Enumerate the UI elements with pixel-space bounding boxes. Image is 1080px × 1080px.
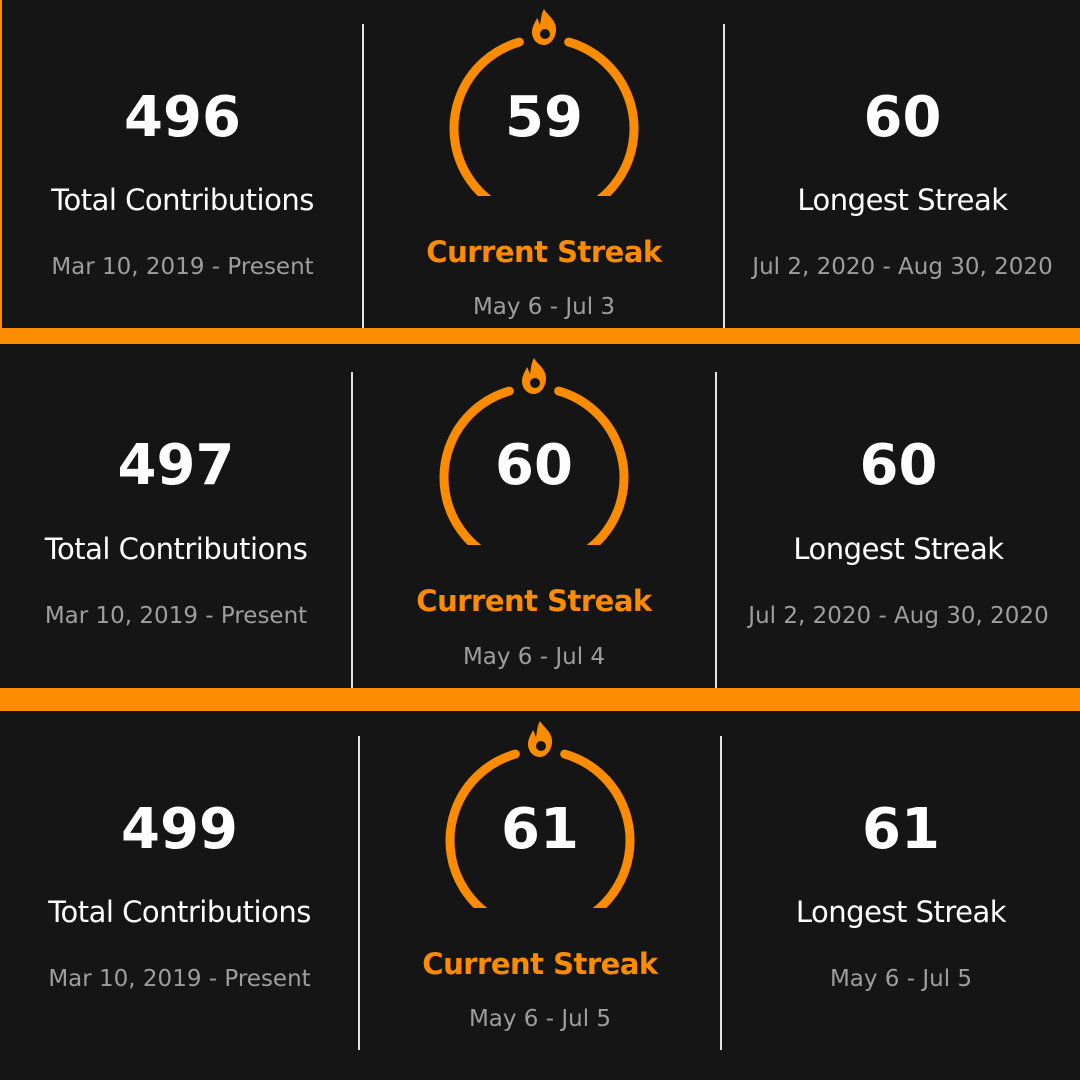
current-streak-stat: 61 Current Streak May 6 - Jul 5	[360, 711, 720, 1080]
current-streak-range: May 6 - Jul 3	[472, 294, 616, 320]
longest-streak-range: Jul 2, 2020 - Aug 30, 2020	[748, 603, 1049, 629]
current-streak-range: May 6 - Jul 5	[468, 1006, 612, 1032]
current-streak-value: 60	[495, 433, 573, 498]
total-contributions-stat: 499 Total Contributions Mar 10, 2019 - P…	[0, 711, 359, 1080]
total-contributions-value: 496	[124, 85, 241, 150]
total-contributions-range: Mar 10, 2019 - Present	[44, 603, 308, 629]
streak-card: 499 Total Contributions Mar 10, 2019 - P…	[0, 711, 1080, 1080]
streak-card: 497 Total Contributions Mar 10, 2019 - P…	[0, 344, 1080, 688]
total-contributions-range: Mar 10, 2019 - Present	[48, 966, 311, 992]
longest-streak-value: 60	[863, 85, 942, 150]
longest-streak-stat: 61 Longest Streak May 6 - Jul 5	[722, 711, 1080, 1080]
total-contributions-value: 499	[121, 797, 238, 862]
current-streak-label: Current Streak	[422, 947, 658, 981]
total-contributions-label: Total Contributions	[44, 532, 308, 566]
longest-streak-stat: 60 Longest Streak Jul 2, 2020 - Aug 30, …	[725, 0, 1080, 328]
longest-streak-value: 60	[859, 433, 938, 498]
longest-streak-label: Longest Streak	[797, 183, 1008, 217]
stat-divider	[723, 24, 725, 328]
current-streak-label: Current Streak	[426, 235, 662, 269]
stat-divider	[715, 372, 717, 688]
stat-divider	[351, 372, 353, 688]
streak-ring	[449, 9, 639, 196]
stat-divider	[358, 736, 360, 1050]
current-streak-value: 61	[501, 797, 579, 862]
stat-divider	[720, 736, 722, 1050]
fire-icon	[532, 9, 557, 45]
longest-streak-range: May 6 - Jul 5	[829, 966, 973, 992]
total-contributions-value: 497	[117, 433, 235, 498]
current-streak-label: Current Streak	[416, 584, 652, 618]
longest-streak-label: Longest Streak	[795, 895, 1007, 929]
current-streak-value: 59	[505, 85, 583, 150]
total-contributions-label: Total Contributions	[51, 183, 314, 217]
current-streak-stat: 60 Current Streak May 6 - Jul 4	[353, 344, 715, 688]
longest-streak-label: Longest Streak	[793, 532, 1004, 566]
fire-icon	[528, 721, 553, 757]
total-contributions-range: Mar 10, 2019 - Present	[51, 254, 314, 280]
streak-card: 496 Total Contributions Mar 10, 2019 - P…	[2, 0, 1080, 328]
streak-ring	[439, 358, 629, 545]
stat-divider	[362, 24, 364, 328]
longest-streak-stat: 60 Longest Streak Jul 2, 2020 - Aug 30, …	[717, 344, 1080, 688]
longest-streak-range: Jul 2, 2020 - Aug 30, 2020	[752, 254, 1053, 280]
streak-ring	[445, 721, 635, 908]
total-contributions-label: Total Contributions	[48, 895, 311, 929]
longest-streak-value: 61	[862, 797, 940, 862]
current-streak-stat: 59 Current Streak May 6 - Jul 3	[364, 0, 724, 328]
fire-icon	[522, 358, 547, 394]
total-contributions-stat: 496 Total Contributions Mar 10, 2019 - P…	[2, 0, 363, 328]
current-streak-range: May 6 - Jul 4	[462, 644, 606, 670]
total-contributions-stat: 497 Total Contributions Mar 10, 2019 - P…	[0, 344, 352, 688]
